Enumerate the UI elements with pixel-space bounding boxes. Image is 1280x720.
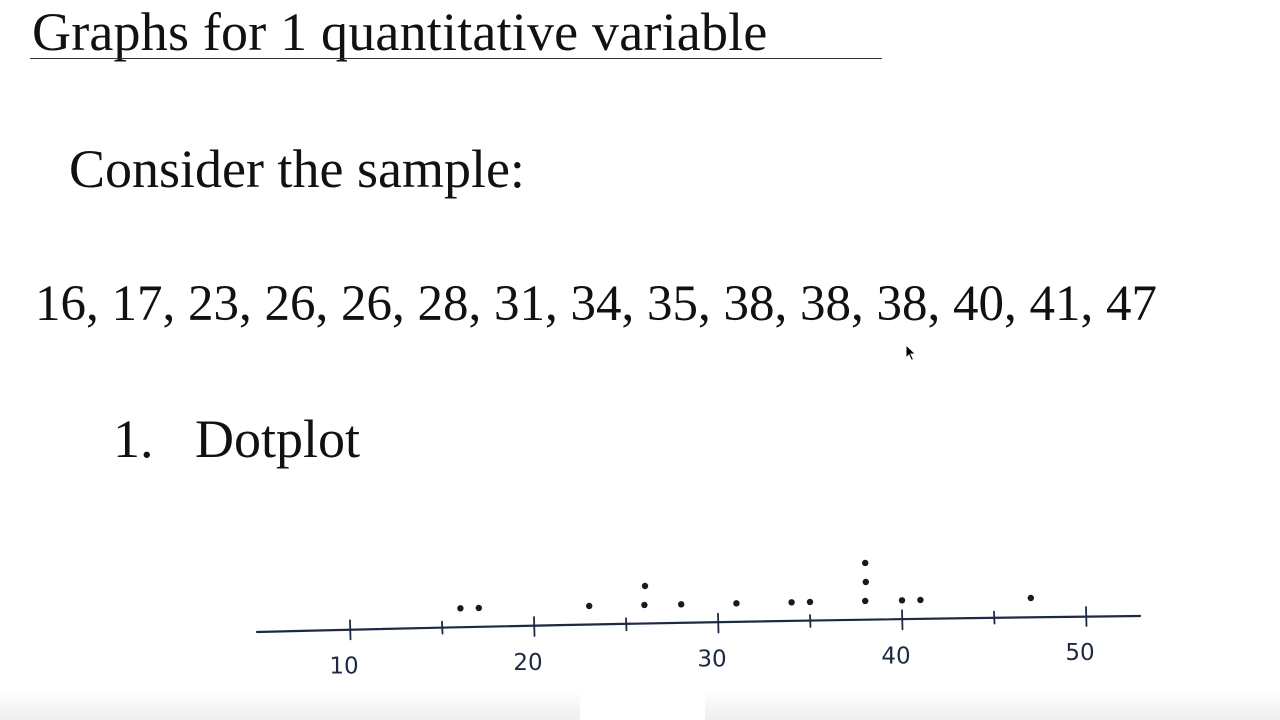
dotplot-tick-label-10: 10 (329, 653, 358, 679)
dotplot-tick-10 (349, 619, 352, 641)
bottom-gap (580, 690, 705, 720)
dotplot-tick-label-20: 20 (513, 650, 542, 676)
dotplot-tick-40 (901, 609, 904, 631)
section-number: 1. (113, 409, 154, 469)
dotplot-dot-47-1 (1027, 594, 1035, 602)
dotplot-tick-label-30: 30 (697, 647, 726, 673)
dotplot-tick-30 (717, 612, 720, 634)
dotplot-dot-38-1 (862, 597, 869, 605)
dotplot-dot-40-1 (898, 597, 906, 604)
title-underline (30, 58, 882, 59)
dotplot-dot-41-1 (917, 596, 924, 604)
slide-title: Graphs for 1 quantitative variable (32, 2, 768, 62)
dotplot-tick-15 (441, 620, 444, 635)
dotplot-tick-50 (1085, 606, 1088, 627)
dotplot-dot-26-1 (641, 601, 648, 609)
dotplot-tick-label-40: 40 (881, 643, 910, 669)
dotplot-tick-label-50: 50 (1065, 640, 1094, 666)
dotplot-dots-group (457, 559, 1035, 612)
section-title: Dotplot (195, 409, 361, 469)
dotplot-tick-45 (993, 610, 996, 625)
dotplot-tick-20 (533, 616, 536, 637)
dotplot-dot-28-1 (678, 601, 685, 608)
mouse-cursor-icon (905, 344, 917, 362)
dotplot-dot-26-2 (641, 582, 649, 590)
dotplot-ticks-group (349, 606, 1088, 641)
dotplot-dot-16-1 (457, 605, 464, 612)
dotplot-dot-31-1 (733, 600, 740, 607)
dotplot-tick-labels-group: 10 20 30 40 50 (329, 640, 1094, 679)
dotplot-tick-35 (809, 614, 812, 628)
dotplot-tick-25 (625, 617, 628, 632)
section-heading: 1. Dotplot (113, 408, 360, 470)
dotplot-dot-38-3 (862, 559, 869, 567)
sample-values: 16, 17, 23, 26, 26, 28, 31, 34, 35, 38, … (35, 276, 1157, 332)
dotplot-dot-34-1 (788, 599, 795, 606)
dotplot-axis-group (255, 614, 1142, 634)
dotplot-axis-line (255, 614, 1142, 634)
dotplot-dot-38-2 (862, 578, 869, 586)
dotplot-dot-35-1 (806, 598, 814, 606)
dotplot-dot-23-1 (586, 602, 593, 610)
sample-prompt: Consider the sample: (69, 139, 525, 199)
dotplot-dot-17-1 (475, 604, 482, 612)
